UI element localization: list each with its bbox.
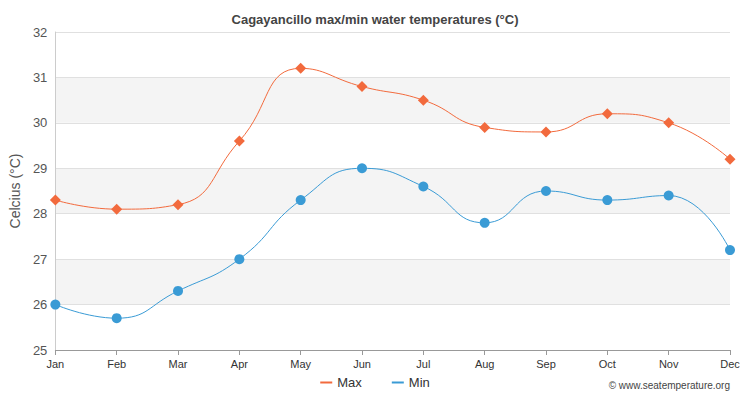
svg-text:May: May [290,358,311,370]
svg-text:Feb: Feb [107,358,126,370]
svg-text:Sep: Sep [536,358,556,370]
svg-text:Min: Min [409,375,430,390]
svg-text:Nov: Nov [659,358,679,370]
svg-text:30: 30 [33,115,47,130]
svg-text:© www.seatemperature.org: © www.seatemperature.org [609,380,730,391]
svg-text:Celcius (°C): Celcius (°C) [7,154,23,229]
svg-text:Jun: Jun [353,358,371,370]
svg-text:29: 29 [33,161,47,176]
svg-text:26: 26 [33,297,47,312]
svg-text:Jul: Jul [416,358,430,370]
svg-text:Mar: Mar [169,358,188,370]
svg-text:Cagayancillo max/min water tem: Cagayancillo max/min water temperatures … [232,12,519,27]
svg-text:Aug: Aug [475,358,495,370]
svg-text:Dec: Dec [720,358,740,370]
svg-text:Max: Max [337,375,362,390]
svg-text:Jan: Jan [46,358,64,370]
svg-text:25: 25 [33,343,47,358]
svg-text:31: 31 [33,70,47,85]
svg-text:32: 32 [33,25,47,40]
svg-text:27: 27 [33,252,47,267]
svg-text:28: 28 [33,206,47,221]
svg-text:Apr: Apr [231,358,248,370]
svg-text:Oct: Oct [599,358,616,370]
